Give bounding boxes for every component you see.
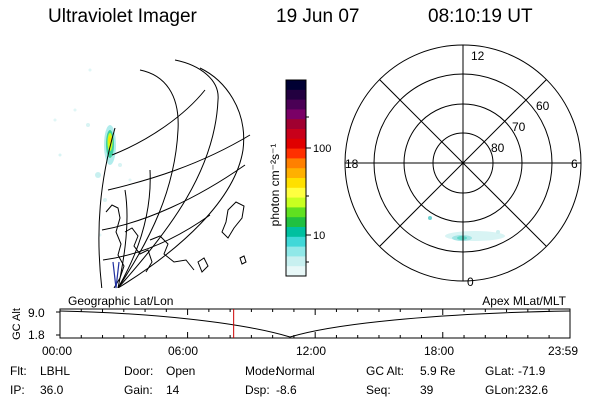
colorbar-cell — [286, 119, 306, 130]
time-label-1800: 18:00 — [424, 344, 455, 358]
colorbar-cell — [286, 80, 306, 91]
colorbar-cell — [286, 99, 306, 110]
info-value-gcalt: 5.9 Re — [420, 364, 456, 378]
parallel-2 — [101, 164, 246, 231]
colorbar-cell — [286, 197, 306, 208]
island-small-1 — [197, 257, 209, 273]
lat-label-80: 80 — [491, 141, 505, 155]
colorbar: 100 10 photon cm⁻²s⁻¹ — [268, 79, 331, 277]
colorbar-cell — [286, 207, 306, 218]
lat-label-60: 60 — [536, 99, 550, 113]
earth-limb — [98, 127, 116, 288]
subsatellite-marker — [112, 261, 120, 289]
meridian-4 — [117, 169, 151, 288]
info-label-gcalt: GC Alt: — [366, 364, 405, 378]
mlt-label-0: 0 — [467, 275, 474, 289]
colorbar-cell — [286, 89, 306, 101]
time-label: 08:10:19 UT — [428, 6, 533, 27]
info-label-dsp: Dsp: — [245, 383, 270, 397]
info-value-glat: -71.9 — [518, 364, 546, 378]
info-label-mode: Mode: — [245, 364, 279, 378]
alt-axis-title: GC Alt — [11, 308, 23, 340]
colorbar-cell — [286, 256, 306, 267]
alt-tick-9: 9.0 — [28, 306, 45, 320]
time-label-2359: 23:59 — [548, 344, 579, 358]
alt-tick-1-8: 1.8 — [28, 328, 45, 342]
meridian-1 — [117, 59, 219, 288]
info-value-gain: 14 — [166, 383, 180, 397]
colorbar-cell — [286, 187, 306, 199]
time-ticks — [59, 309, 571, 338]
auroral-emission-geo — [53, 68, 132, 237]
time-label-0000: 00:00 — [42, 344, 73, 358]
altitude-timeline: 9.0 1.8 GC Alt Geographic Lat/Lon Apex M… — [11, 294, 571, 342]
time-label-0600: 06:00 — [168, 344, 199, 358]
geographic-map-panel — [53, 59, 251, 289]
parallel-1 — [102, 214, 211, 261]
info-label-glat: GLat: — [485, 364, 515, 378]
polar-diagonal-2 — [379, 79, 547, 247]
apex-mlat-mlt-label: Apex MLat/MLT — [482, 294, 566, 308]
coastline-2 — [124, 227, 153, 273]
polar-mlt-plot — [344, 44, 582, 282]
info-value-door: Open — [166, 364, 196, 378]
colorbar-cell — [286, 178, 306, 189]
coastline-3 — [149, 235, 195, 271]
colorbar-cell — [286, 266, 306, 277]
info-label-seq: Seq: — [366, 383, 391, 397]
parallel-4 — [111, 89, 206, 156]
meridian-3 — [117, 69, 179, 288]
lat-label-70: 70 — [512, 120, 526, 134]
auroral-emission-polar — [428, 216, 505, 241]
date-label: 19 Jun 07 — [276, 6, 360, 27]
mlt-label-18: 18 — [345, 157, 359, 171]
colorbar-cell — [286, 138, 306, 150]
instrument-title: Ultraviolet Imager — [48, 6, 197, 27]
colorbar-cell — [286, 148, 306, 159]
colorbar-cell — [286, 227, 306, 238]
info-value-flt: LBHL — [40, 364, 71, 378]
info-label-gain: Gain: — [124, 383, 153, 397]
info-value-mode: Normal — [276, 364, 315, 378]
colorbar-cell — [286, 109, 306, 120]
colorbar-tick-100: 100 — [313, 143, 331, 155]
colorbar-cell — [286, 168, 306, 179]
time-label-1200: 12:00 — [296, 344, 327, 358]
info-value-glon: 232.6 — [518, 383, 549, 397]
mlt-label-6: 6 — [571, 157, 578, 171]
colorbar-cell — [286, 129, 306, 140]
info-label-glon: GLon: — [485, 383, 518, 397]
parallel-3 — [107, 134, 251, 191]
colorbar-cell — [286, 158, 306, 169]
altitude-curve — [59, 310, 571, 338]
colorbar-label: photon cm⁻²s⁻¹ — [268, 144, 282, 227]
info-value-dsp: -8.6 — [276, 383, 297, 397]
info-value-seq: 39 — [420, 383, 434, 397]
colorbar-cell — [286, 246, 306, 257]
mlt-label-12: 12 — [471, 49, 485, 63]
island-outline — [221, 201, 245, 239]
geographic-lat-lon-label: Geographic Lat/Lon — [68, 294, 173, 308]
colorbar-cell — [286, 236, 306, 248]
info-label-flt: Flt: — [10, 364, 27, 378]
info-value-ip: 36.0 — [40, 383, 64, 397]
info-label-ip: IP: — [10, 383, 25, 397]
colorbar-cell — [286, 217, 306, 228]
colorbar-tick-10: 10 — [313, 230, 325, 242]
info-label-door: Door: — [124, 364, 154, 378]
island-small-2 — [239, 255, 247, 265]
coastline-1 — [105, 204, 125, 288]
